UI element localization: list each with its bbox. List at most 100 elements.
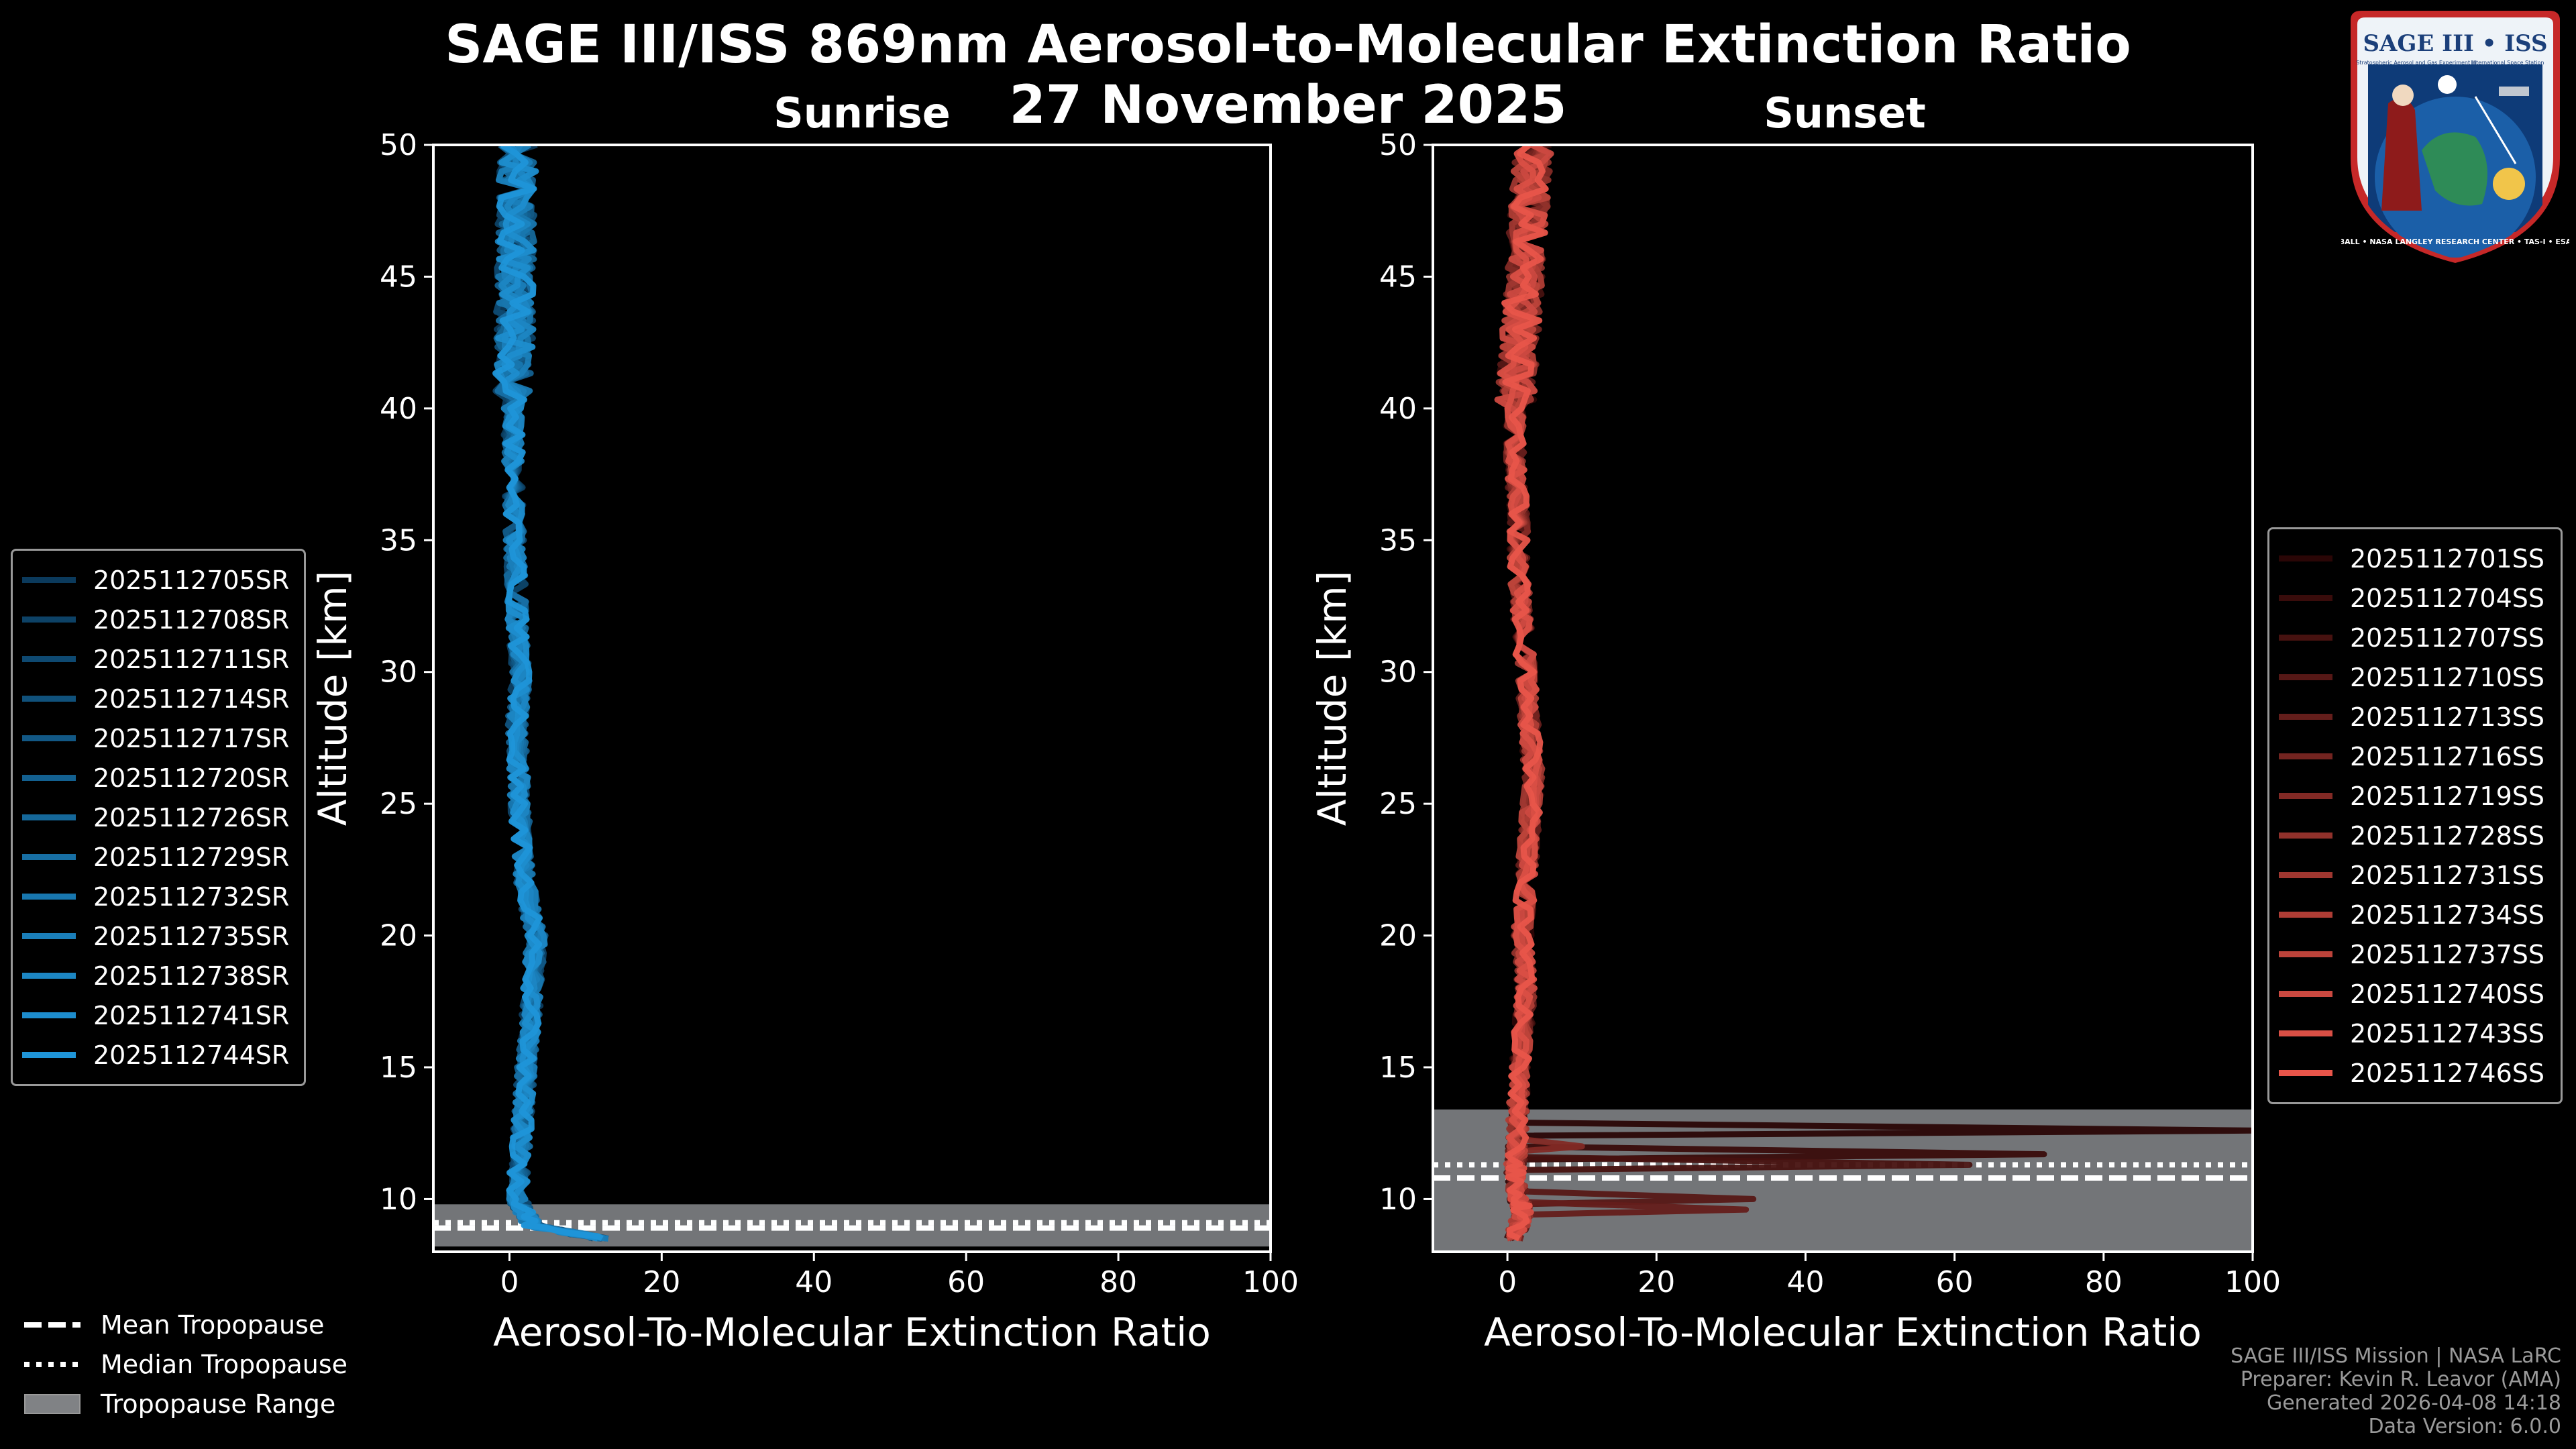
sunset-series-2025112704SS: [1496, 145, 2047, 1240]
sunrise-legend-swatch: [22, 696, 76, 702]
sunset-ytick-label: 25: [1379, 787, 1417, 821]
sunrise-ytick-label: 50: [380, 128, 417, 162]
sunrise-ylabel: Altitude [km]: [310, 571, 356, 826]
sunset-ytick-label: 10: [1379, 1182, 1417, 1216]
key-median-label: Median Tropopause: [101, 1349, 347, 1379]
sunset-series-2025112707SS: [1498, 145, 1973, 1242]
sunrise-legend-item: 2025112726SR: [22, 798, 294, 837]
sunrise-xtick-label: 60: [947, 1265, 985, 1299]
sunrise-legend-item: 2025112735SR: [22, 916, 294, 956]
sunrise-legend-swatch: [22, 616, 76, 623]
logo-title: SAGE III • ISS: [2363, 30, 2547, 57]
sunrise-ytick-label: 35: [380, 523, 417, 557]
sunrise-ytick-label: 15: [380, 1051, 417, 1085]
sunset-legend-swatch: [2279, 872, 2332, 878]
sunrise-legend-item: 2025112744SR: [22, 1035, 294, 1075]
sunset-legend-swatch: [2279, 674, 2332, 680]
sunset-legend: 2025112701SS 2025112704SS 2025112707SS 2025…: [2267, 527, 2563, 1104]
sunrise-legend-label: 2025112729SR: [93, 842, 290, 872]
sunset-legend-swatch: [2279, 753, 2332, 759]
credit-version: Data Version: 6.0.0: [2368, 1415, 2561, 1438]
key-range-label: Tropopause Range: [101, 1389, 336, 1419]
sunrise-legend-swatch: [22, 1012, 76, 1018]
sunrise-legend-item: 2025112738SR: [22, 956, 294, 996]
sunrise-legend-item: 2025112741SR: [22, 996, 294, 1035]
sunset-legend-label: 2025112728SS: [2350, 820, 2545, 851]
credits: SAGE III/ISS Mission | NASA LaRC Prepare…: [2231, 1344, 2561, 1438]
sunrise-series-2025112744SR: [492, 145, 604, 1242]
sunset-legend-swatch: [2279, 595, 2332, 601]
sunset-legend-item: 2025112707SS: [2279, 618, 2551, 657]
sunset-legend-swatch: [2279, 912, 2332, 918]
sunrise-panel-title: Sunrise: [773, 89, 951, 138]
sunset-legend-label: 2025112740SS: [2350, 979, 2545, 1009]
sunset-legend-label: 2025112716SS: [2350, 741, 2545, 771]
sunset-legend-label: 2025112719SS: [2350, 781, 2545, 811]
sunrise-ytick-label: 10: [380, 1182, 417, 1216]
sunset-legend-swatch: [2279, 714, 2332, 720]
sunset-legend-swatch: [2279, 833, 2332, 839]
credit-mission: SAGE III/ISS Mission | NASA LaRC: [2231, 1344, 2561, 1368]
logo-ring-text: BALL • NASA LANGLEY RESEARCH CENTER • TA…: [2341, 237, 2569, 246]
sunrise-legend-swatch: [22, 775, 76, 781]
sunset-panel-title: Sunset: [1764, 89, 1926, 138]
sunrise-ytick-label: 45: [380, 260, 417, 294]
sunrise-xtick-label: 100: [1242, 1265, 1299, 1299]
sunset-ytick-label: 45: [1379, 260, 1417, 294]
sunrise-legend-item: 2025112714SR: [22, 679, 294, 718]
sunrise-legend-swatch: [22, 933, 76, 939]
sunrise-legend-swatch: [22, 656, 76, 662]
sunrise-legend-swatch: [22, 973, 76, 979]
sunrise-legend-item: 2025112705SR: [22, 560, 294, 600]
key-mean-label: Mean Tropopause: [101, 1309, 325, 1340]
sunset-legend-item: 2025112734SS: [2279, 895, 2551, 934]
sunset-xtick-label: 0: [1498, 1265, 1517, 1299]
sunset-legend-label: 2025112746SS: [2350, 1058, 2545, 1088]
sunset-xtick-label: 20: [1638, 1265, 1675, 1299]
sunset-legend-item: 2025112704SS: [2279, 578, 2551, 618]
sunrise-legend-item: 2025112732SR: [22, 877, 294, 916]
sunset-legend-item: 2025112719SS: [2279, 776, 2551, 816]
sunset-legend-swatch: [2279, 1070, 2332, 1076]
sunset-legend-item: 2025112743SS: [2279, 1014, 2551, 1053]
figure-title: SAGE III/ISS 869nm Aerosol-to-Molecular …: [445, 15, 2131, 75]
sunrise-legend-label: 2025112735SR: [93, 921, 290, 951]
sunset-ytick-label: 30: [1379, 655, 1417, 690]
sunset-xtick-label: 60: [1936, 1265, 1974, 1299]
sunset-legend-label: 2025112704SS: [2350, 583, 2545, 613]
sage-mission-logo: SAGE III • ISS Stratospheric Aerosol and…: [2341, 11, 2569, 263]
sunset-ytick-label: 15: [1379, 1051, 1417, 1085]
sunrise-legend-label: 2025112738SR: [93, 961, 290, 991]
sunrise-xtick-label: 40: [795, 1265, 833, 1299]
sunrise-legend-item: 2025112708SR: [22, 600, 294, 639]
sunset-legend-label: 2025112737SS: [2350, 939, 2545, 969]
sunrise-legend-label: 2025112726SR: [93, 802, 290, 833]
sunset-legend-label: 2025112743SS: [2350, 1018, 2545, 1049]
key-tropopause-range: Tropopause Range: [24, 1384, 347, 1424]
sunset-legend-swatch: [2279, 1030, 2332, 1036]
sunset-legend-label: 2025112707SS: [2350, 623, 2545, 653]
sunrise-series-group: [492, 145, 609, 1242]
sunset-xtick-label: 100: [2224, 1265, 2281, 1299]
sunrise-legend-item: 2025112717SR: [22, 718, 294, 758]
sunrise-legend-label: 2025112717SR: [93, 723, 290, 753]
sunrise-legend-label: 2025112744SR: [93, 1040, 290, 1070]
sunrise-xlabel: Aerosol-To-Molecular Extinction Ratio: [493, 1309, 1211, 1355]
sunrise-legend-item: 2025112711SR: [22, 639, 294, 679]
sunrise-ytick-label: 20: [380, 919, 417, 953]
sunset-ytick-label: 35: [1379, 523, 1417, 557]
sunrise-xtick-label: 0: [500, 1265, 519, 1299]
sunset-ytick-label: 20: [1379, 919, 1417, 953]
sunset-legend-item: 2025112710SS: [2279, 657, 2551, 697]
tropopause-key: Mean Tropopause Median Tropopause Tropop…: [24, 1305, 347, 1424]
key-mean-tropopause: Mean Tropopause: [24, 1305, 347, 1344]
sunrise-legend: 2025112705SR 2025112708SR 2025112711SR 2025…: [11, 549, 306, 1086]
sunset-legend-swatch: [2279, 635, 2332, 641]
sunrise-xtick-label: 20: [643, 1265, 680, 1299]
sunrise-legend-label: 2025112708SR: [93, 604, 290, 635]
sunset-legend-item: 2025112728SS: [2279, 816, 2551, 855]
logo-subtext-right: International Space Station: [2471, 60, 2544, 66]
credit-generated: Generated 2026-04-08 14:18: [2266, 1391, 2561, 1415]
sunset-legend-label: 2025112710SS: [2350, 662, 2545, 692]
sunset-series-2025112746SS: [1501, 145, 1549, 1242]
